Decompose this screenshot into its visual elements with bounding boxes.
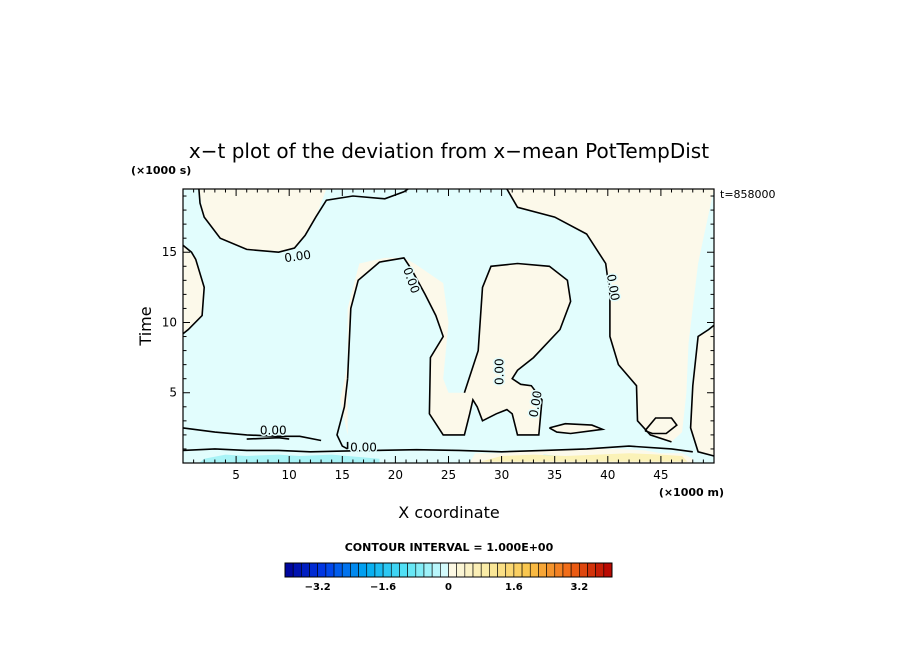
colorbar-cell-1 <box>292 562 302 578</box>
colorbar-cell-15 <box>407 562 417 578</box>
colorbar-cell-22 <box>464 562 474 578</box>
colorbar-cell-36 <box>578 562 588 578</box>
x-axis-label: X coordinate <box>398 503 499 522</box>
colorbar-cell-33 <box>554 562 564 578</box>
colorbar-cell-9 <box>358 562 368 578</box>
contour-line-4 <box>336 378 349 450</box>
x-tick-label-25: 25 <box>441 468 456 482</box>
colorbar-cell-16 <box>415 562 425 578</box>
colorbar-cell-24 <box>480 562 490 578</box>
y-axis-unit: (×1000 s) <box>131 164 191 177</box>
contour-line-10 <box>182 445 693 453</box>
colorbar-cell-6 <box>333 562 343 578</box>
colorbar-cell-12 <box>382 562 392 578</box>
colorbar-cell-11 <box>374 562 384 578</box>
plot-area: 0.000.00 0.000.000.000.000.00 <box>182 188 715 463</box>
colorbar-cell-21 <box>456 562 466 578</box>
contour-interval-text: CONTOUR INTERVAL = 1.000E+00 <box>345 541 554 554</box>
axis-ticks: 5 10 15 20 25 30 35 40 45 5 10 15 <box>162 189 714 482</box>
x-tick-label-35: 35 <box>547 468 562 482</box>
colorbar-cell-26 <box>497 562 507 578</box>
colorbar-cell-5 <box>325 562 335 578</box>
contour-line-1 <box>182 244 206 335</box>
colorbar-cell-31 <box>538 562 547 578</box>
colorbar-cell-2 <box>301 562 310 578</box>
colorbar-label-0: −3.2 <box>305 582 331 593</box>
x-tick-label-5: 5 <box>232 468 240 482</box>
contour-label-6: 0.00 <box>350 441 377 455</box>
colorbar-label-1: −1.6 <box>370 582 396 593</box>
positive-region-2 <box>340 257 571 449</box>
colorbar-cell-17 <box>423 562 433 578</box>
colorbar-cell-28 <box>513 562 523 578</box>
colorbar-cell-7 <box>341 562 351 578</box>
colorbar-cell-3 <box>309 562 318 578</box>
colorbar-label-2: 0 <box>445 582 452 593</box>
colorbar-frame <box>284 562 613 578</box>
chart-title: x−t plot of the deviation from x−mean Po… <box>189 139 709 163</box>
colorbar-cell-20 <box>448 562 457 578</box>
colorbar-cell-14 <box>399 562 408 578</box>
colorbar-cell-0 <box>284 562 294 578</box>
y-tick-label-5: 5 <box>169 386 177 400</box>
colorbar-cell-34 <box>562 562 572 578</box>
contour-label-4: 0.00 <box>526 390 544 419</box>
y-tick-label-10: 10 <box>162 315 177 329</box>
contour-line-8 <box>182 427 322 442</box>
colorbar-cell-23 <box>472 562 482 578</box>
colorbar-cell-4 <box>317 562 327 578</box>
positive-mid-region-0 <box>480 453 688 462</box>
contour-line-5 <box>506 188 672 443</box>
colorbar-cell-29 <box>521 562 531 578</box>
contour-label-5: 0.00 <box>260 424 287 438</box>
contour-line-0 <box>198 188 409 254</box>
colorbar-cell-25 <box>489 562 498 578</box>
colorbar-cell-37 <box>587 562 596 578</box>
colorbar-cell-18 <box>431 562 441 578</box>
y-tick-label-15: 15 <box>162 245 177 259</box>
contour-lines <box>182 188 715 457</box>
colorbar-cell-19 <box>440 562 449 578</box>
colorbar-cell-35 <box>570 562 580 578</box>
colorbar-cell-30 <box>529 562 539 578</box>
colorbar-label-3: 1.6 <box>505 582 523 593</box>
colorbar-cell-38 <box>595 562 605 578</box>
colorbar-cell-39 <box>603 562 613 578</box>
colorbar-cell-10 <box>366 562 376 578</box>
colorbar-cell-13 <box>390 562 400 578</box>
positive-region-1 <box>183 245 205 334</box>
contour-label-3: 0.00 <box>492 358 506 385</box>
y-axis-label: Time <box>136 306 155 346</box>
x-tick-label-30: 30 <box>494 468 509 482</box>
contour-label-2: 0.00 <box>604 273 622 302</box>
contour-line-6 <box>689 324 715 457</box>
x-tick-label-15: 15 <box>335 468 350 482</box>
contour-line-11 <box>549 422 606 435</box>
colorbar-cell-32 <box>546 562 556 578</box>
x-tick-label-40: 40 <box>600 468 615 482</box>
x-tick-label-20: 20 <box>388 468 403 482</box>
colorbar: −3.2 −1.6 0 1.6 3.2 <box>284 562 613 593</box>
contour-label-0: 0.00 <box>283 248 311 266</box>
x-tick-label-10: 10 <box>282 468 297 482</box>
time-annotation: t=858000 <box>720 188 776 201</box>
colorbar-label-4: 3.2 <box>570 582 588 593</box>
contour-line-9 <box>246 436 290 440</box>
x-axis-unit: (×1000 m) <box>659 486 724 499</box>
x-tick-label-45: 45 <box>653 468 668 482</box>
positive-region-6 <box>549 423 603 434</box>
colorbar-cell-8 <box>350 562 359 578</box>
positive-region-0 <box>198 189 327 253</box>
colorbar-cell-27 <box>505 562 515 578</box>
contour-line-7 <box>644 417 678 435</box>
contour-line-3 <box>346 257 572 436</box>
